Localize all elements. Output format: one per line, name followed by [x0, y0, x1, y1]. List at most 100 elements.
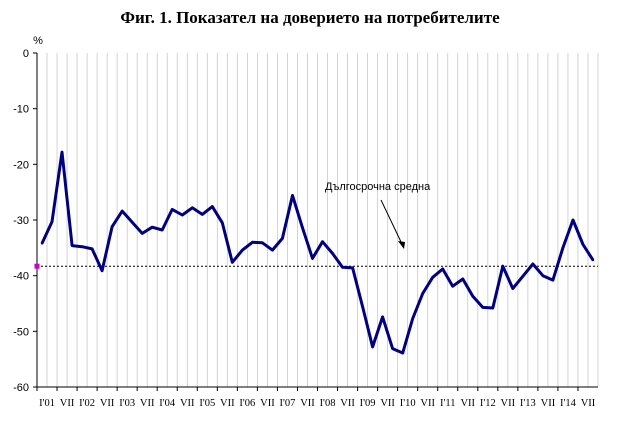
data-point — [551, 278, 555, 282]
x-tick-label: I'01 — [39, 398, 55, 409]
x-tick-label: VII — [460, 398, 475, 409]
y-tick-label: -50 — [13, 326, 29, 338]
data-point — [561, 246, 565, 249]
data-point — [241, 248, 244, 252]
data-point — [511, 287, 514, 290]
x-tick-label: I'12 — [480, 398, 496, 409]
series-line — [40, 150, 595, 355]
annotation-arrowhead — [398, 241, 405, 249]
x-tick-label: I'02 — [79, 398, 95, 409]
data-point — [421, 292, 424, 295]
x-tick-label: VII — [340, 398, 355, 409]
data-point — [90, 247, 94, 251]
data-point — [381, 315, 384, 319]
data-point — [541, 274, 545, 277]
x-tick-label: I'07 — [280, 398, 296, 409]
y-axis-label: % — [33, 35, 43, 47]
x-tick-label: I'04 — [159, 398, 176, 409]
data-point — [141, 232, 144, 235]
annotation-arrow — [380, 199, 403, 245]
data-point — [161, 228, 164, 232]
x-tick-label: VII — [420, 398, 435, 409]
data-point — [281, 237, 284, 240]
data-point — [271, 248, 274, 252]
x-tick-label: VII — [541, 398, 556, 409]
x-tick-label: VII — [300, 398, 315, 409]
y-tick-label: -30 — [13, 215, 29, 227]
data-point — [171, 208, 174, 211]
x-tick-label: VII — [260, 398, 275, 409]
data-point — [211, 205, 214, 208]
data-point — [80, 245, 84, 248]
data-point — [501, 265, 504, 268]
x-tick-label: I'11 — [440, 398, 456, 409]
data-point — [581, 243, 585, 246]
y-tick-label: -10 — [13, 104, 29, 116]
x-tick-label: I'14 — [560, 398, 577, 409]
data-point — [201, 213, 204, 216]
x-tick-label: VII — [380, 398, 395, 409]
data-point — [391, 347, 394, 350]
data-point — [401, 351, 404, 355]
data-point — [531, 262, 535, 266]
data-point — [191, 206, 194, 209]
data-point — [431, 276, 434, 279]
data-point — [481, 306, 484, 309]
data-point — [341, 266, 344, 269]
data-point — [100, 269, 104, 272]
data-point — [491, 306, 494, 310]
data-point — [321, 240, 324, 243]
data-point — [121, 209, 124, 213]
x-tick-label: VII — [220, 398, 235, 409]
x-tick-label: VII — [60, 398, 75, 409]
data-point — [261, 241, 264, 244]
x-tick-label: I'08 — [320, 398, 336, 409]
data-point — [60, 150, 64, 154]
data-point — [40, 242, 44, 245]
data-point — [301, 226, 304, 229]
data-point — [471, 295, 474, 298]
reference-line-label: Дългосрочна средна — [325, 181, 431, 193]
y-tick-label: 0 — [23, 48, 29, 60]
data-point — [451, 285, 454, 288]
data-point — [571, 218, 575, 222]
data-point — [331, 252, 334, 255]
reference-marker — [34, 263, 40, 269]
y-tick-label: -20 — [13, 159, 29, 171]
data-point — [50, 220, 54, 223]
y-tick-label: -60 — [13, 382, 29, 394]
x-tick-label: VII — [140, 398, 155, 409]
data-point — [411, 317, 414, 320]
x-tick-label: VII — [581, 398, 596, 409]
x-tick-label: I'13 — [520, 398, 536, 409]
data-point — [461, 277, 464, 281]
data-point — [70, 244, 74, 247]
data-point — [441, 267, 444, 271]
x-tick-label: I'05 — [199, 398, 215, 409]
x-tick-label: I'03 — [119, 398, 135, 409]
data-point — [231, 261, 234, 264]
chart-title: Фиг. 1. Показател на доверието на потреб… — [120, 8, 500, 27]
data-point — [251, 241, 254, 244]
data-point — [521, 275, 525, 278]
data-point — [371, 345, 374, 349]
x-tick-label: VII — [180, 398, 195, 409]
data-point — [311, 257, 314, 260]
data-point — [151, 226, 154, 229]
data-point — [181, 213, 184, 217]
x-tick-label: VII — [100, 398, 115, 409]
data-point — [361, 305, 364, 308]
data-point — [351, 266, 354, 270]
data-point — [110, 225, 114, 228]
y-tick-label: -40 — [13, 271, 29, 283]
data-point — [131, 221, 134, 224]
data-point — [291, 194, 294, 197]
x-tick-label: I'06 — [239, 398, 255, 409]
x-tick-label: I'09 — [360, 398, 376, 409]
data-point — [221, 221, 224, 224]
data-point — [591, 258, 595, 262]
x-tick-label: I'10 — [400, 398, 416, 409]
x-tick-label: VII — [501, 398, 516, 409]
